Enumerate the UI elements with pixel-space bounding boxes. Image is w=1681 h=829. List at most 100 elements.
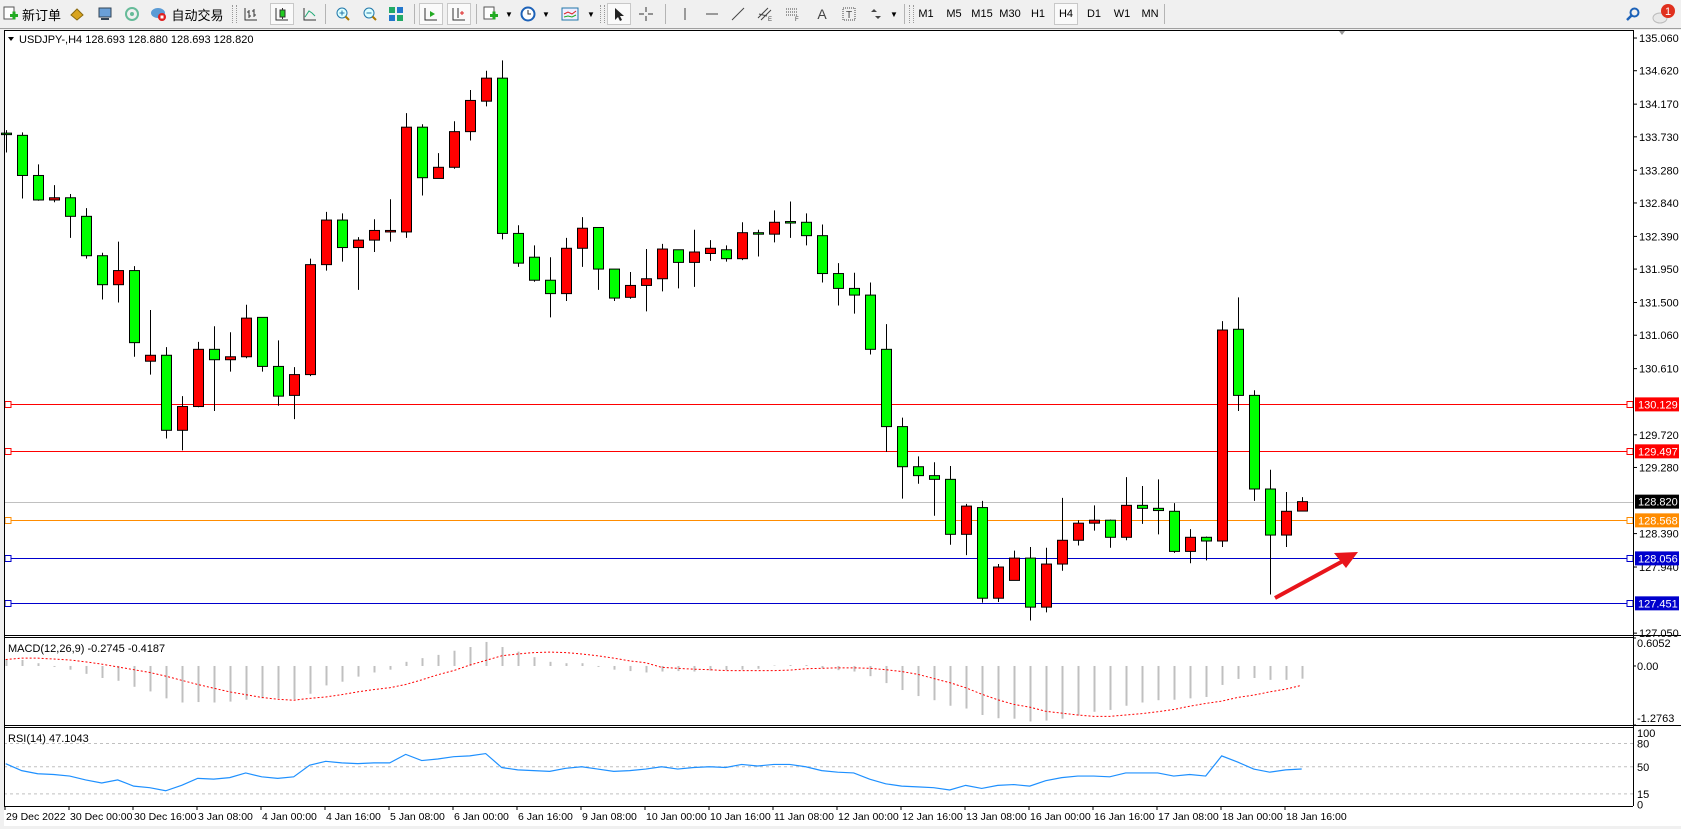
arrows-tool[interactable] [865,3,887,25]
candle-body [1121,504,1132,538]
text-label-tool[interactable]: T [838,3,860,25]
navigator-button[interactable] [94,3,116,25]
templates-dropdown[interactable]: ▼ [587,9,595,19]
vertical-line-tool[interactable] [674,3,696,25]
zoom-out-button[interactable] [359,3,381,25]
timeframe-h4[interactable]: H4 [1054,3,1078,25]
level-handle-left[interactable] [4,448,12,455]
macd-tick-label: -1.2763 [1637,713,1674,725]
timeframe-m5[interactable]: M5 [946,8,962,20]
level-handle-right[interactable] [1626,401,1634,408]
timeframe-h1[interactable]: H1 [1030,8,1046,20]
timeframe-m30[interactable]: M30 [999,8,1021,20]
rsi-tick-label: 100 [1637,728,1655,740]
candle-body [881,348,892,428]
arrows-dropdown[interactable]: ▼ [890,9,898,19]
auto-scroll-icon [424,8,437,21]
market-watch-button[interactable] [66,3,88,25]
level-handle-left[interactable] [4,555,12,562]
time-axis[interactable] [4,806,1681,826]
chart-shift-marker[interactable] [1339,31,1345,35]
trendline-tool[interactable] [727,3,749,25]
price-axis[interactable] [1633,30,1681,806]
tile-windows-button[interactable] [385,3,407,25]
candlestick-chart-button[interactable] [270,3,294,25]
time-tick-label: 5 Jan 08:00 [390,811,445,823]
rsi-tick-label: 15 [1637,789,1649,801]
signals-button[interactable] [121,3,143,25]
level-handle-right[interactable] [1626,555,1634,562]
equidistant-channel-tool[interactable]: E [754,3,776,25]
templates-button[interactable] [557,3,583,25]
timeframe-m1[interactable]: M1 [918,8,934,20]
text-label-icon: T [842,7,856,21]
level-handle-left[interactable] [4,517,12,524]
new-order-button[interactable]: 新订单 [3,3,61,25]
candle-body [833,273,844,289]
cursor-tool-button[interactable] [607,3,631,25]
search-button[interactable] [1622,3,1644,25]
fibonacci-tool[interactable]: F [782,3,804,25]
price-tick-label: 130.610 [1639,364,1679,376]
level-price-label-bg [1635,444,1679,459]
autotrade-button[interactable]: 自动交易 [149,3,225,25]
level-handle-right[interactable] [1626,448,1634,455]
timeframe-w1[interactable]: W1 [1113,8,1131,20]
horizontal-line-tool[interactable] [701,3,723,25]
timeframe-d1[interactable]: D1 [1086,8,1102,20]
candle-body [65,197,76,217]
notifications-button[interactable]: 1 [1650,3,1678,25]
periods-dropdown[interactable]: ▼ [542,9,550,19]
candle-body [753,232,764,235]
candle-body [449,131,460,168]
candle-body [129,270,140,344]
zoom-in-button[interactable] [332,3,354,25]
auto-scroll-button[interactable] [419,3,443,25]
timeframe-mn[interactable]: MN [1141,8,1159,20]
candle-body [481,77,492,102]
time-tick-label: 6 Jan 16:00 [518,811,573,823]
chart-plot-area[interactable] [4,30,1633,806]
candle-body [897,426,908,468]
timeframe-m15[interactable]: M15 [971,8,993,20]
price-tick-label: 132.390 [1639,231,1679,243]
level-handle-left[interactable] [4,600,12,607]
new-chart-dropdown[interactable]: ▼ [505,9,513,19]
symbol-menu-triangle[interactable] [8,37,14,41]
time-tick-label: 18 Jan 16:00 [1286,811,1347,823]
zoom-in-icon [336,7,350,21]
chart-shift-button[interactable] [447,3,471,25]
crosshair-tool-button[interactable] [635,3,657,25]
level-handle-right[interactable] [1626,517,1634,524]
candle-body [177,406,188,431]
signal-icon [125,7,139,21]
level-handle-right[interactable] [1626,600,1634,607]
time-tick-label: 13 Jan 08:00 [966,811,1027,823]
autotrade-label: 自动交易 [171,7,224,23]
price-tick-label: 133.280 [1639,165,1679,177]
price-tick-label: 131.950 [1639,264,1679,276]
price-tick-label: 132.840 [1639,198,1679,210]
candle-body [161,354,172,431]
line-chart-button[interactable] [299,3,321,25]
candle-body [417,126,428,179]
templates-icon [561,7,579,21]
new-order-icon [3,6,18,20]
axes: 135.060 134.620 134.170 133.730 133.280 132.8… [4,30,1681,823]
annotation-arrow[interactable] [1274,552,1358,600]
text-tool[interactable]: A [817,6,827,22]
time-tick-label: 10 Jan 16:00 [710,811,771,823]
level-handle-left[interactable] [4,401,12,408]
price-tick-label: 127.050 [1639,628,1679,640]
toolbar-grip[interactable] [232,5,237,23]
candle-body [81,215,92,257]
bar-chart-button[interactable] [240,3,262,25]
candle-body [689,251,700,263]
candle-body [1281,510,1292,536]
periods-button[interactable] [517,3,539,25]
candle-body [1041,563,1052,608]
gold-diamond-icon [70,8,84,21]
candle-body [737,232,748,260]
new-chart-button[interactable] [480,3,502,25]
